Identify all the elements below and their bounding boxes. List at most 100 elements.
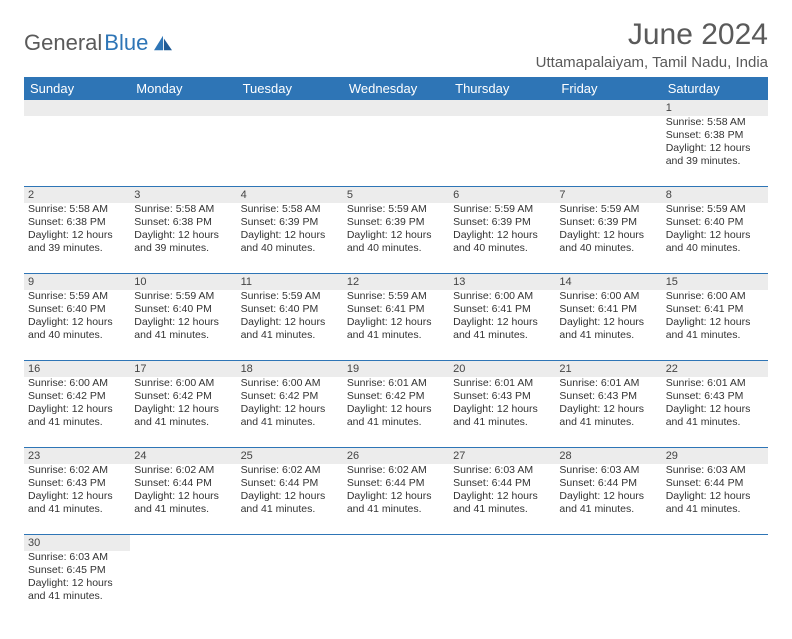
day-info-line: Sunset: 6:42 PM	[28, 390, 126, 403]
day-info-line: Sunrise: 5:58 AM	[28, 203, 126, 216]
day-info-line: and 40 minutes.	[453, 242, 551, 255]
day-info-line: Sunrise: 6:00 AM	[666, 290, 764, 303]
day-info-line: Daylight: 12 hours	[241, 229, 339, 242]
day-info-line: Sunset: 6:40 PM	[666, 216, 764, 229]
day-cell: Sunrise: 5:59 AMSunset: 6:40 PMDaylight:…	[130, 290, 236, 361]
day-info-line: Sunset: 6:43 PM	[666, 390, 764, 403]
day-cell: Sunrise: 5:58 AMSunset: 6:39 PMDaylight:…	[237, 203, 343, 274]
day-info-line: Sunrise: 6:00 AM	[134, 377, 232, 390]
day-cell: Sunrise: 6:02 AMSunset: 6:44 PMDaylight:…	[343, 464, 449, 535]
day-info-line: Sunrise: 6:03 AM	[559, 464, 657, 477]
logo: GeneralBlue	[24, 30, 174, 56]
day-info-line: Daylight: 12 hours	[559, 316, 657, 329]
day-header: Friday	[555, 77, 661, 100]
day-info-line: Sunrise: 5:59 AM	[241, 290, 339, 303]
day-info-line: Sunrise: 6:00 AM	[559, 290, 657, 303]
empty-cell	[449, 100, 555, 116]
day-info-line: Daylight: 12 hours	[28, 490, 126, 503]
day-info-line: Sunset: 6:42 PM	[241, 390, 339, 403]
day-info-line: Sunrise: 5:59 AM	[134, 290, 232, 303]
day-info-line: and 41 minutes.	[241, 329, 339, 342]
week-row: Sunrise: 6:00 AM Sunset: 6:42 PM Daylight:…	[24, 377, 768, 448]
day-info-line: Daylight: 12 hours	[28, 229, 126, 242]
day-info-line: and 40 minutes.	[559, 242, 657, 255]
day-header: Thursday	[449, 77, 555, 100]
day-cell: Sunrise: 6:02 AMSunset: 6:44 PMDaylight:…	[130, 464, 236, 535]
day-number: 2	[24, 187, 130, 204]
day-number: 19	[343, 361, 449, 378]
day-number: 20	[449, 361, 555, 378]
empty-cell	[237, 100, 343, 116]
day-info-line: Sunset: 6:44 PM	[453, 477, 551, 490]
day-info-line: Sunrise: 6:02 AM	[134, 464, 232, 477]
day-info-line: Sunrise: 6:02 AM	[347, 464, 445, 477]
day-info-line: Sunset: 6:39 PM	[453, 216, 551, 229]
day-info-line: Sunrise: 6:01 AM	[453, 377, 551, 390]
day-info-line: Sunset: 6:41 PM	[666, 303, 764, 316]
day-number: 13	[449, 274, 555, 291]
day-number: 7	[555, 187, 661, 204]
day-info-line: Daylight: 12 hours	[559, 403, 657, 416]
day-info-line: Sunrise: 5:58 AM	[241, 203, 339, 216]
day-number: 26	[343, 448, 449, 465]
day-number: 4	[237, 187, 343, 204]
day-info-line: and 41 minutes.	[666, 503, 764, 516]
day-info-line: Sunset: 6:41 PM	[347, 303, 445, 316]
empty-cell	[24, 116, 130, 187]
day-info-line: Daylight: 12 hours	[347, 403, 445, 416]
day-cell: Sunrise: 5:59 AMSunset: 6:40 PMDaylight:…	[24, 290, 130, 361]
logo-text-1: General	[24, 30, 102, 56]
day-number: 24	[130, 448, 236, 465]
header: GeneralBlue June 2024 Uttamapalaiyam, Ta…	[24, 18, 768, 71]
day-info-line: Daylight: 12 hours	[28, 577, 126, 590]
day-info-line: Sunset: 6:40 PM	[241, 303, 339, 316]
day-info-line: Sunset: 6:44 PM	[134, 477, 232, 490]
day-number: 17	[130, 361, 236, 378]
day-number: 14	[555, 274, 661, 291]
day-cell: Sunrise: 5:58 AMSunset: 6:38 PMDaylight:…	[662, 116, 768, 187]
calendar-body: 1Sunrise: 5:58 AMSunset: 6:38 PMDaylight…	[24, 100, 768, 621]
day-number: 25	[237, 448, 343, 465]
day-cell: Sunrise: 5:59 AMSunset: 6:39 PMDaylight:…	[449, 203, 555, 274]
day-number-row: 9101112131415	[24, 274, 768, 291]
day-info-line: and 40 minutes.	[666, 242, 764, 255]
day-info-line: Sunset: 6:40 PM	[28, 303, 126, 316]
empty-cell	[555, 100, 661, 116]
day-number-row: 23242526272829	[24, 448, 768, 465]
day-number: 6	[449, 187, 555, 204]
day-info-line: Sunrise: 6:03 AM	[666, 464, 764, 477]
day-header: Tuesday	[237, 77, 343, 100]
location-text: Uttamapalaiyam, Tamil Nadu, India	[536, 54, 768, 71]
day-number: 16	[24, 361, 130, 378]
day-header-row: Sunday Monday Tuesday Wednesday Thursday…	[24, 77, 768, 100]
day-cell: Sunrise: 6:01 AMSunset: 6:43 PMDaylight:…	[449, 377, 555, 448]
day-header: Sunday	[24, 77, 130, 100]
empty-cell	[237, 535, 343, 552]
day-number: 18	[237, 361, 343, 378]
empty-cell	[555, 551, 661, 621]
day-info-line: Daylight: 12 hours	[347, 229, 445, 242]
day-cell: Sunrise: 6:00 AMSunset: 6:41 PMDaylight:…	[555, 290, 661, 361]
day-info-line: and 41 minutes.	[559, 503, 657, 516]
day-info-line: Daylight: 12 hours	[28, 316, 126, 329]
day-cell: Sunrise: 6:02 AMSunset: 6:44 PMDaylight:…	[237, 464, 343, 535]
day-number: 5	[343, 187, 449, 204]
day-info-line: and 41 minutes.	[134, 503, 232, 516]
calendar-table: Sunday Monday Tuesday Wednesday Thursday…	[24, 77, 768, 621]
day-info-line: Daylight: 12 hours	[241, 490, 339, 503]
day-number: 12	[343, 274, 449, 291]
day-cell: Sunrise: 6:00 AMSunset: 6:42 PMDaylight:…	[24, 377, 130, 448]
day-info-line: Daylight: 12 hours	[134, 229, 232, 242]
day-info-line: Sunrise: 6:03 AM	[453, 464, 551, 477]
week-row: Sunrise: 6:03 AMSunset: 6:45 PMDaylight:…	[24, 551, 768, 621]
day-info-line: and 41 minutes.	[559, 416, 657, 429]
day-cell: Sunrise: 5:58 AMSunset: 6:38 PMDaylight:…	[24, 203, 130, 274]
day-cell: Sunrise: 6:00 AMSunset: 6:42 PMDaylight:…	[237, 377, 343, 448]
day-info-line: Sunset: 6:40 PM	[134, 303, 232, 316]
day-info-line: Sunset: 6:44 PM	[241, 477, 339, 490]
week-row: Sunrise: 5:58 AMSunset: 6:38 PMDaylight:…	[24, 116, 768, 187]
empty-cell	[555, 535, 661, 552]
week-row: Sunrise: 6:02 AMSunset: 6:43 PMDaylight:…	[24, 464, 768, 535]
day-info-line: Sunset: 6:43 PM	[453, 390, 551, 403]
day-cell: Sunrise: 6:03 AMSunset: 6:44 PMDaylight:…	[662, 464, 768, 535]
